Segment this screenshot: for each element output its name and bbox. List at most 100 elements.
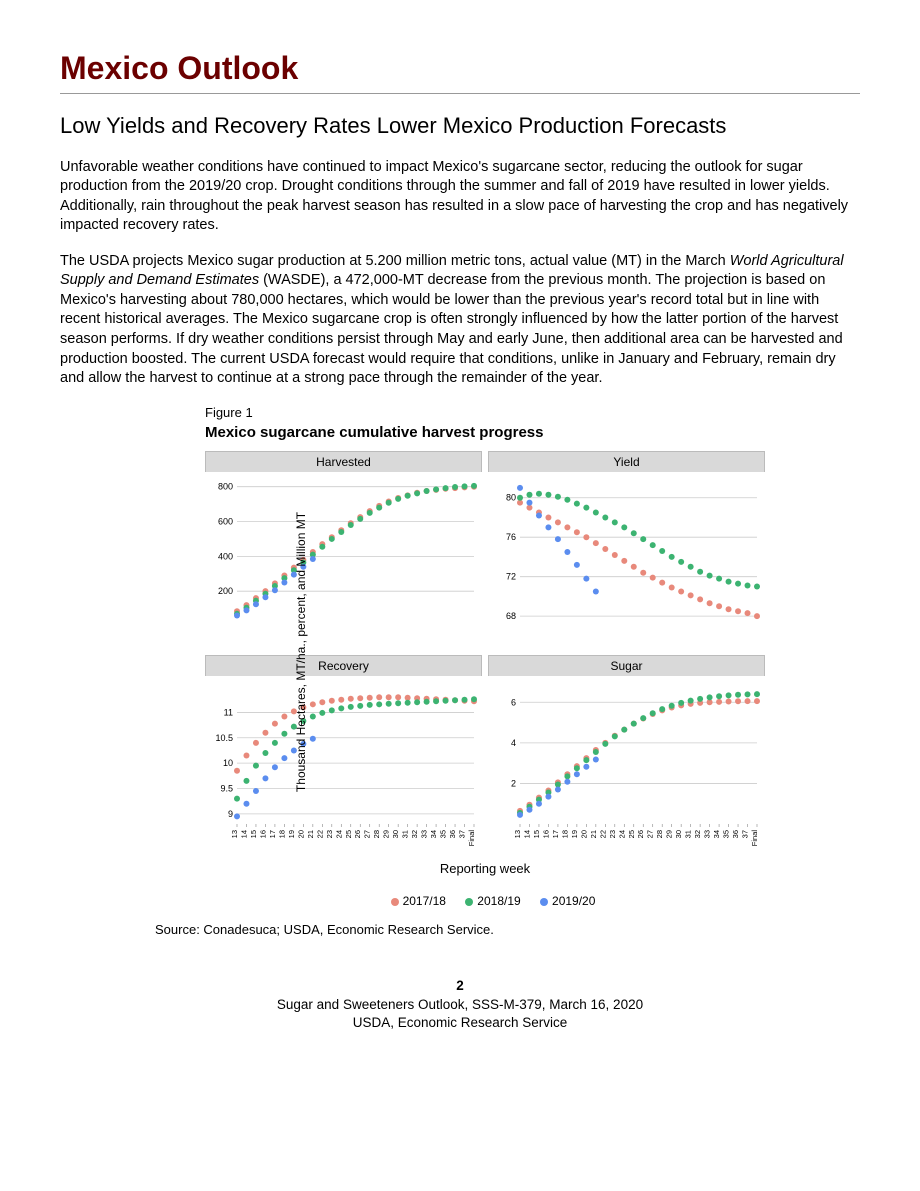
svg-text:17: 17 [551,830,560,838]
svg-text:37: 37 [458,830,467,838]
panel-sugar-header: Sugar [488,655,765,676]
svg-text:18: 18 [560,830,569,838]
svg-text:25: 25 [344,830,353,838]
svg-text:800: 800 [218,481,233,491]
paragraph-1: Unfavorable weather conditions have cont… [60,158,860,236]
svg-text:72: 72 [506,571,516,581]
svg-text:11: 11 [224,707,233,717]
svg-text:400: 400 [218,551,233,561]
panel-harvested: Harvested 200400600800 [205,451,482,649]
figure-title: Mexico sugarcane cumulative harvest prog… [205,424,765,441]
svg-text:31: 31 [684,830,693,838]
panel-yield-chart: 68 72 76 80 [488,472,763,632]
svg-text:18: 18 [277,830,286,838]
footer-line-1: Sugar and Sweeteners Outlook, SSS-M-379,… [277,997,643,1012]
svg-text:21: 21 [306,830,315,838]
page-title: Mexico Outlook [60,50,860,94]
svg-text:22: 22 [315,830,324,838]
svg-text:14: 14 [522,830,531,838]
svg-text:15: 15 [532,830,541,838]
svg-text:Final: Final [750,829,759,846]
svg-text:9: 9 [228,809,233,819]
svg-text:34: 34 [712,830,721,838]
svg-text:14: 14 [239,830,248,838]
svg-text:21: 21 [589,830,598,838]
svg-text:16: 16 [258,830,267,838]
svg-text:Final: Final [467,829,476,846]
svg-text:34: 34 [429,830,438,838]
footer-line-2: USDA, Economic Research Service [353,1015,568,1030]
svg-text:23: 23 [608,830,617,838]
svg-text:26: 26 [636,830,645,838]
svg-text:200: 200 [218,586,233,596]
page-footer: 2 Sugar and Sweeteners Outlook, SSS-M-37… [60,977,860,1034]
panel-yield-header: Yield [488,451,765,472]
svg-text:15: 15 [249,830,258,838]
svg-text:17: 17 [268,830,277,838]
legend-label-2019-20: 2019/20 [552,894,595,908]
svg-text:6: 6 [511,697,516,707]
svg-text:32: 32 [410,830,419,838]
figure-panels: Thousand Hectares, MT/ha., percent, and … [205,451,765,853]
legend-label-2018-19: 2018/19 [477,894,520,908]
svg-text:28: 28 [655,830,664,838]
svg-text:36: 36 [731,830,740,838]
svg-text:13: 13 [230,830,239,838]
panel-recovery: Recovery 99.51010.5111314151617181920212… [205,655,482,853]
svg-text:20: 20 [579,830,588,838]
svg-text:30: 30 [391,830,400,838]
paragraph-2b: (WASDE), a 472,000-MT decrease from the … [60,272,843,386]
svg-text:30: 30 [674,830,683,838]
svg-text:76: 76 [506,532,516,542]
svg-text:13: 13 [513,830,522,838]
panel-sugar: Sugar 2461314151617181920212223242526272… [488,655,765,853]
figure-x-axis-label: Reporting week [205,861,765,876]
svg-text:68: 68 [506,611,516,621]
svg-text:29: 29 [382,830,391,838]
svg-text:16: 16 [541,830,550,838]
figure-1: Figure 1 Mexico sugarcane cumulative har… [155,405,765,937]
svg-text:19: 19 [287,830,296,838]
svg-text:24: 24 [334,830,343,838]
page-number: 2 [456,978,464,993]
figure-label: Figure 1 [205,405,765,420]
legend-label-2017-18: 2017/18 [403,894,446,908]
legend-swatch-2019-20 [540,898,548,906]
panel-recovery-header: Recovery [205,655,482,676]
svg-text:24: 24 [617,830,626,838]
svg-text:28: 28 [372,830,381,838]
panel-recovery-chart: 99.51010.5111314151617181920212223242526… [205,676,480,848]
svg-text:27: 27 [363,830,372,838]
svg-text:37: 37 [741,830,750,838]
svg-text:27: 27 [646,830,655,838]
svg-text:80: 80 [506,492,516,502]
figure-source: Source: Conadesuca; USDA, Economic Resea… [155,922,765,937]
svg-text:22: 22 [598,830,607,838]
panel-yield: Yield 68 72 76 80 [488,451,765,649]
legend-swatch-2017-18 [391,898,399,906]
svg-text:2: 2 [511,778,516,788]
panel-sugar-chart: 2461314151617181920212223242526272829303… [488,676,763,848]
svg-text:4: 4 [511,738,516,748]
svg-text:19: 19 [570,830,579,838]
section-subheading: Low Yields and Recovery Rates Lower Mexi… [60,112,860,140]
svg-text:25: 25 [627,830,636,838]
svg-text:26: 26 [353,830,362,838]
paragraph-2a: The USDA projects Mexico sugar productio… [60,253,730,269]
svg-text:20: 20 [296,830,305,838]
svg-text:36: 36 [448,830,457,838]
svg-text:32: 32 [693,830,702,838]
svg-text:35: 35 [439,830,448,838]
svg-text:29: 29 [665,830,674,838]
svg-text:10: 10 [223,758,233,768]
svg-text:600: 600 [218,516,233,526]
svg-text:33: 33 [703,830,712,838]
svg-text:33: 33 [420,830,429,838]
panel-harvested-chart: 200 400 600 800 [205,472,480,632]
svg-text:9.5: 9.5 [220,783,233,793]
figure-legend: 2017/18 2018/19 2019/20 [205,894,765,908]
figure-y-axis-label: Thousand Hectares, MT/ha., percent, and … [294,512,308,792]
legend-swatch-2018-19 [465,898,473,906]
svg-text:35: 35 [722,830,731,838]
svg-text:10.5: 10.5 [215,732,233,742]
